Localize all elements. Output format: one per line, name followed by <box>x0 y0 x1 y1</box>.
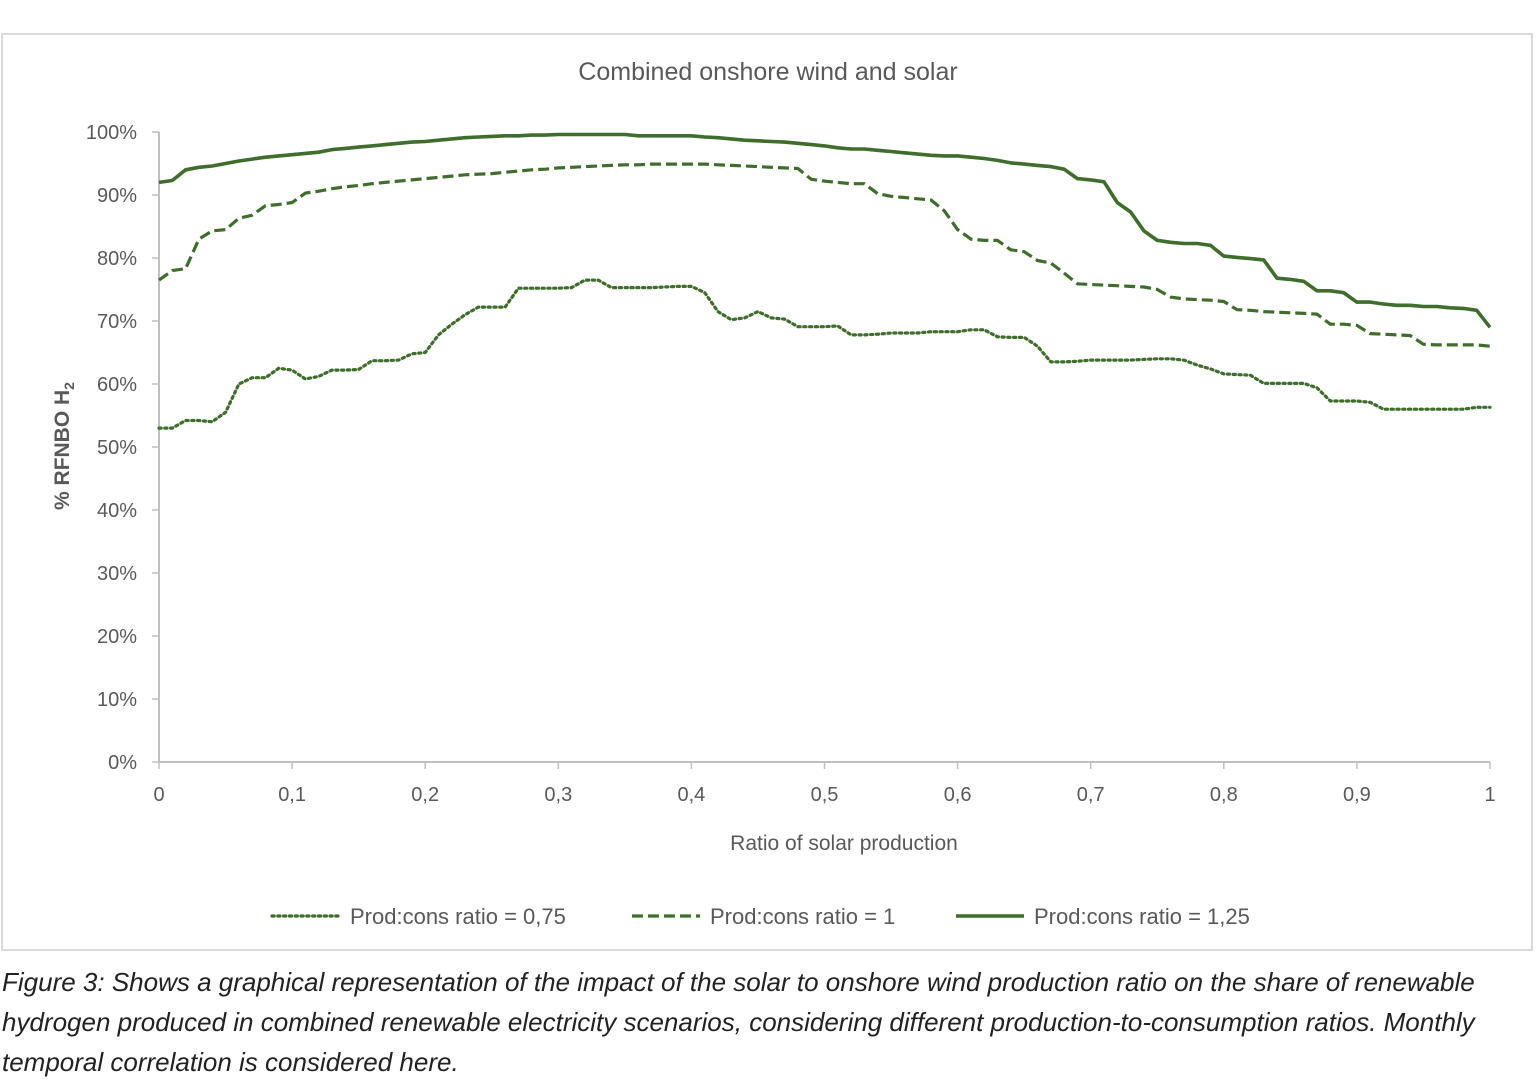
y-tick-label: 100% <box>86 122 137 144</box>
y-tick-label: 70% <box>97 311 137 333</box>
y-tick-label: 30% <box>97 563 137 585</box>
x-tick-label: 0,8 <box>1210 784 1238 806</box>
chart-frame <box>1 33 1533 951</box>
x-tick-label: 0,7 <box>1077 784 1105 806</box>
line-chart: Combined onshore wind and solar % RFNBO … <box>51 58 1496 929</box>
x-tick-label: 0,3 <box>544 784 572 806</box>
y-axis-label: % RFNBO H2 <box>51 382 77 510</box>
series-line-dotted <box>157 278 1492 430</box>
x-tick-label: 0,9 <box>1343 784 1371 806</box>
chart-title: Combined onshore wind and solar <box>578 58 957 86</box>
x-tick-label: 0,5 <box>811 784 839 806</box>
y-tick-label: 60% <box>97 374 137 396</box>
x-tick-label: 0,4 <box>677 784 705 806</box>
y-tick-label: 0% <box>108 752 137 774</box>
axes: 0% 10% 20% 30% 40% 50% 60% 70% 80% 90% 100% 0 0,1 0,2… <box>86 122 1496 806</box>
y-tick-label: 40% <box>97 500 137 522</box>
y-tick-label: 10% <box>97 689 137 711</box>
series-lines <box>157 132 1492 430</box>
y-axis-label-subscript: 2 <box>61 382 77 390</box>
x-axis-label: Ratio of solar production <box>730 832 958 855</box>
x-tick-label: 0,1 <box>278 784 306 806</box>
x-tick-label: 0,2 <box>411 784 439 806</box>
legend-label: Prod:cons ratio = 0,75 <box>350 904 566 929</box>
x-tick-label: 1 <box>1484 784 1495 806</box>
y-tick-label: 20% <box>97 626 137 648</box>
series-line-solid <box>158 132 1492 329</box>
legend-label: Prod:cons ratio = 1 <box>710 904 895 929</box>
y-tick-label: 80% <box>97 248 137 270</box>
y-axis-label-text: % RFNBO H <box>51 390 74 510</box>
figure-caption: Figure 3: Shows a graphical representati… <box>2 967 1475 1077</box>
legend-label: Prod:cons ratio = 1,25 <box>1034 904 1250 929</box>
y-tick-label: 50% <box>97 437 137 459</box>
series-line-dashed <box>158 162 1491 348</box>
x-tick-label: 0,6 <box>944 784 972 806</box>
x-tick-label: 0 <box>153 784 164 806</box>
y-tick-label: 90% <box>97 185 137 207</box>
legend: Prod:cons ratio = 0,75 Prod:cons ratio = … <box>270 904 1250 929</box>
svg-text:% RFNBO H2: % RFNBO H2 <box>51 382 77 510</box>
